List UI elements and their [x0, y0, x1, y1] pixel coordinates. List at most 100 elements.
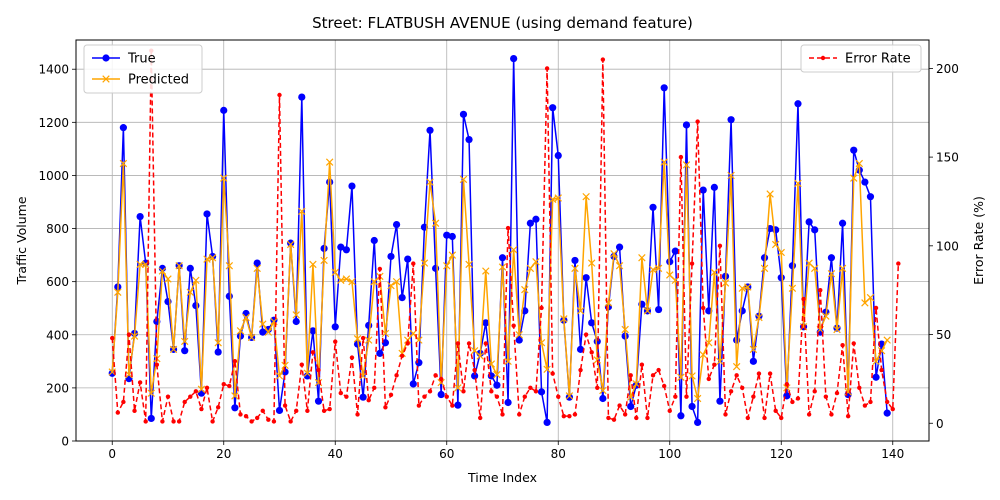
data-point: [238, 412, 243, 417]
x-tick-label: 100: [658, 447, 681, 461]
data-point: [634, 415, 639, 421]
data-point: [760, 264, 769, 273]
data-point: [298, 207, 306, 216]
data-point: [660, 158, 668, 166]
data-point: [682, 161, 691, 169]
data-point: [482, 267, 490, 275]
data-point: [443, 262, 451, 270]
data-point: [684, 394, 689, 399]
data-point: [744, 283, 752, 291]
data-point: [572, 412, 578, 417]
data-point: [427, 389, 433, 394]
data-point: [377, 266, 383, 272]
data-point: [677, 373, 685, 381]
data-point: [622, 412, 628, 417]
data-point: [281, 361, 289, 370]
data-point: [515, 336, 523, 344]
data-point: [476, 352, 484, 360]
data-point: [204, 385, 210, 390]
data-point: [599, 394, 607, 403]
data-point: [465, 260, 473, 269]
y2-tick-label: 50: [936, 328, 951, 342]
data-point: [532, 258, 540, 266]
data-point: [186, 288, 195, 297]
data-point: [740, 385, 745, 390]
y-tick-label: 1400: [38, 63, 69, 77]
data-point: [193, 389, 199, 394]
data-point: [214, 339, 222, 347]
data-point: [454, 401, 462, 409]
data-point: [751, 394, 756, 399]
data-point: [247, 333, 256, 342]
data-point: [498, 254, 507, 262]
data-point: [348, 182, 356, 190]
data-point: [333, 339, 338, 344]
data-point: [805, 218, 813, 226]
data-point: [254, 415, 260, 421]
data-point: [688, 372, 696, 380]
data-point: [331, 323, 339, 331]
data-point: [271, 419, 277, 424]
data-point: [565, 393, 574, 401]
data-point: [712, 362, 717, 367]
y2-tick-label: 150: [936, 151, 959, 165]
y-tick-label: 0: [61, 435, 69, 449]
data-point: [818, 287, 823, 293]
data-point: [225, 292, 233, 300]
x-tick-label: 0: [108, 447, 116, 461]
data-point: [600, 57, 606, 62]
legend-box: [800, 44, 922, 73]
data-point: [845, 413, 851, 419]
data-point: [526, 264, 535, 273]
y-tick-label: 800: [46, 222, 69, 236]
data-point: [777, 274, 785, 282]
data-point: [767, 371, 773, 376]
data-point: [188, 394, 193, 399]
data-point: [197, 385, 206, 393]
data-point: [788, 262, 797, 270]
data-point: [409, 380, 417, 388]
data-point: [689, 261, 695, 266]
data-point: [164, 275, 172, 283]
data-point: [511, 323, 516, 328]
data-point: [699, 186, 707, 194]
data-point: [500, 412, 505, 417]
data-point: [482, 319, 490, 327]
data-point: [465, 135, 473, 144]
data-point: [433, 373, 438, 378]
data-point: [543, 365, 551, 374]
data-point: [437, 378, 445, 387]
data-point: [615, 262, 624, 270]
data-point: [790, 399, 795, 405]
data-point: [455, 341, 461, 346]
data-point: [723, 412, 728, 417]
data-point: [879, 367, 884, 373]
data-point: [811, 226, 819, 234]
data-point: [866, 193, 875, 201]
data-point: [110, 335, 115, 341]
data-point: [650, 373, 656, 378]
data-point: [544, 66, 550, 71]
data-point: [734, 373, 739, 378]
data-point: [366, 397, 371, 403]
data-point: [583, 332, 589, 337]
data-point: [682, 121, 691, 129]
data-point: [595, 385, 600, 390]
data-point: [331, 268, 339, 277]
data-point: [783, 384, 791, 392]
data-point: [812, 389, 817, 394]
data-point: [392, 220, 401, 229]
data-point: [779, 415, 784, 421]
data-point: [699, 350, 707, 359]
data-point: [560, 315, 568, 323]
data-point: [169, 345, 178, 354]
data-point: [342, 246, 350, 254]
data-point: [756, 371, 762, 376]
data-point: [701, 305, 706, 311]
data-point: [461, 389, 466, 394]
data-point: [215, 405, 221, 410]
data-point: [387, 281, 395, 290]
data-point: [221, 382, 226, 387]
data-point: [794, 100, 802, 108]
data-point: [147, 389, 155, 397]
